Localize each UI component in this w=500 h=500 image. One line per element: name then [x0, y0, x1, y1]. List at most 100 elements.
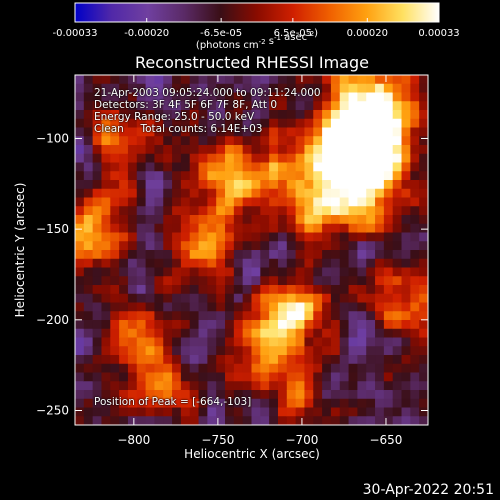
heatmap-cell: [145, 407, 156, 417]
heatmap-cell: [383, 311, 394, 321]
heatmap-cell: [383, 118, 394, 129]
heatmap-cell: [225, 363, 235, 374]
heatmap-cell: [375, 101, 385, 111]
heatmap-cell: [375, 250, 385, 260]
heatmap-cell: [357, 215, 367, 225]
heatmap-cell: [304, 372, 314, 382]
heatmap-cell: [154, 372, 164, 382]
heatmap-cell: [304, 118, 314, 129]
heatmap-cell: [145, 276, 156, 286]
heatmap-cell: [92, 311, 103, 321]
heatmap-cell: [127, 267, 138, 277]
heatmap-cell: [330, 398, 341, 409]
heatmap-cell: [110, 206, 120, 216]
heatmap-cell: [304, 276, 314, 286]
heatmap-cell: [180, 171, 191, 181]
heatmap-cell: [410, 416, 420, 425]
heatmap-cell: [366, 328, 376, 339]
heatmap-cell: [330, 276, 341, 286]
heatmap-cell: [277, 83, 288, 94]
heatmap-cell: [163, 346, 173, 356]
heatmap-cell: [242, 197, 253, 207]
heatmap-cell: [313, 320, 323, 330]
heatmap-cell: [304, 285, 314, 295]
heatmap-cell: [101, 215, 111, 225]
heatmap-cell: [225, 118, 235, 129]
heatmap-cell: [269, 110, 279, 120]
heatmap-cell: [295, 293, 306, 304]
heatmap-cell: [198, 162, 208, 172]
heatmap-cell: [260, 171, 270, 181]
heatmap-cell: [180, 267, 191, 277]
heatmap-cell: [383, 302, 394, 312]
heatmap-cell: [286, 83, 297, 94]
heatmap-cell: [75, 416, 85, 425]
heatmap-cell: [119, 267, 129, 277]
heatmap-cell: [83, 372, 94, 382]
heatmap-cell: [304, 206, 314, 216]
heatmap-cell: [286, 101, 297, 111]
heatmap-cell: [419, 311, 428, 321]
heatmap-cell: [251, 136, 261, 146]
heatmap-cell: [119, 145, 129, 155]
heatmap-cell: [375, 390, 385, 400]
heatmap-cell: [366, 302, 376, 312]
heatmap-cell: [136, 92, 147, 102]
heatmap-cell: [127, 407, 138, 417]
heatmap-cell: [339, 398, 350, 409]
heatmap-cell: [154, 241, 164, 251]
heatmap-cell: [304, 83, 314, 94]
heatmap-cell: [233, 83, 244, 94]
heatmap-cell: [269, 302, 279, 312]
heatmap-cell: [110, 407, 120, 417]
heatmap-cell: [260, 258, 270, 269]
heatmap-cell: [216, 293, 226, 304]
heatmap-cell: [145, 127, 156, 137]
heatmap-cell: [233, 110, 244, 120]
heatmap-cell: [392, 346, 403, 356]
heatmap-cell: [313, 355, 323, 365]
heatmap-cell: [357, 355, 367, 365]
heatmap-cell: [119, 136, 129, 146]
heatmap-cell: [242, 215, 253, 225]
heatmap-cell: [198, 363, 208, 374]
heatmap-cell: [242, 285, 253, 295]
heatmap-cell: [136, 171, 147, 181]
heatmap-cell: [163, 302, 173, 312]
heatmap-cell: [189, 215, 200, 225]
heatmap-cell: [119, 215, 129, 225]
heatmap-cell: [110, 188, 120, 199]
heatmap-cell: [189, 241, 200, 251]
heatmap-cell: [136, 162, 147, 172]
heatmap-cell: [304, 398, 314, 409]
heatmap-cell: [225, 171, 235, 181]
heatmap-cell: [83, 136, 94, 146]
heatmap-cell: [101, 390, 111, 400]
heatmap-cell: [260, 398, 270, 409]
heatmap-cell: [375, 197, 385, 207]
heatmap-cell: [189, 398, 200, 409]
heatmap-cell: [392, 250, 403, 260]
heatmap-cell: [366, 206, 376, 216]
heatmap-cell: [145, 250, 156, 260]
heatmap-cell: [75, 320, 85, 330]
heatmap-cell: [260, 188, 270, 199]
heatmap-cell: [172, 153, 182, 164]
heatmap-cell: [322, 180, 332, 190]
heatmap-cell: [145, 416, 156, 425]
heatmap-cell: [189, 223, 200, 234]
heatmap-cell: [339, 258, 350, 269]
heatmap-cell: [92, 337, 103, 347]
heatmap-cell: [83, 75, 94, 85]
heatmap-cell: [75, 206, 85, 216]
heatmap-cell: [269, 390, 279, 400]
heatmap-cell: [110, 381, 120, 391]
heatmap-cell: [101, 75, 111, 85]
y-tick-label: −100: [36, 131, 69, 145]
heatmap-cell: [304, 241, 314, 251]
heatmap-cell: [119, 118, 129, 129]
heatmap-cell: [392, 337, 403, 347]
heatmap-cell: [251, 180, 261, 190]
heatmap-cell: [75, 232, 85, 242]
heatmap-cell: [410, 328, 420, 339]
